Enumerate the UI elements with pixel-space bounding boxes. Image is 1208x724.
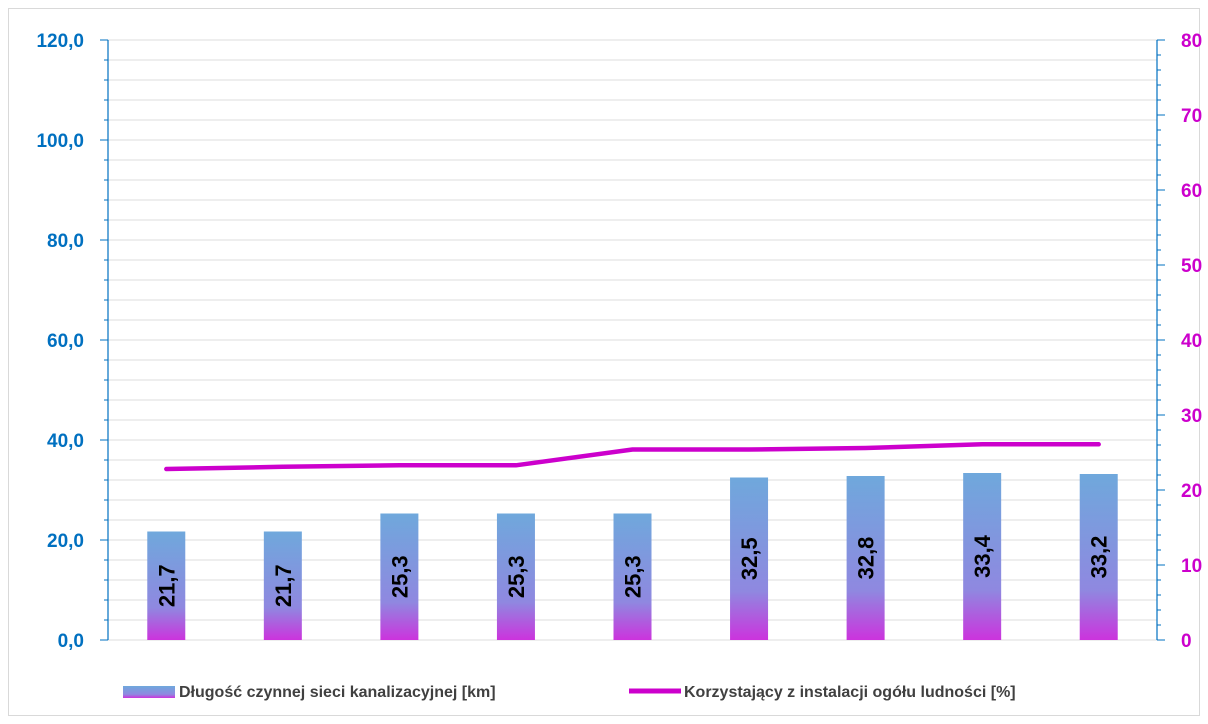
left-tick-label: 60,0 <box>47 331 84 352</box>
bar <box>1079 474 1118 640</box>
legend: Długość czynnej sieci kanalizacyjnej [km… <box>123 684 1016 701</box>
legend-swatch-bars <box>123 686 175 698</box>
line-series <box>164 442 1101 472</box>
left-tick-label: 40,0 <box>47 431 84 452</box>
bar <box>963 473 1002 640</box>
bar <box>613 513 652 640</box>
bar <box>147 531 186 640</box>
bar-data-label: 33,2 <box>1087 536 1112 579</box>
bar-data-label: 33,4 <box>970 534 995 578</box>
legend-label-line: Korzystający z instalacji ogółu ludności… <box>684 684 1016 701</box>
left-tick-label: 100,0 <box>36 131 84 152</box>
legend-label-bars: Długość czynnej sieci kanalizacyjnej [km… <box>179 684 496 701</box>
bar-data-label: 25,3 <box>387 555 412 598</box>
right-tick-label: 20 <box>1181 481 1202 502</box>
bar-data-label: 25,3 <box>504 555 529 598</box>
bar <box>730 477 769 640</box>
bar-data-label: 21,7 <box>271 564 296 607</box>
right-tick-label: 50 <box>1181 256 1202 277</box>
right-tick-label: 40 <box>1181 331 1202 352</box>
right-tick-label: 70 <box>1181 106 1202 127</box>
data-labels: 21,7 21,7 25,3 25,3 25,3 32,5 32,8 33,4 33,2 <box>154 534 1111 607</box>
bar <box>263 531 302 640</box>
left-tick-label: 20,0 <box>47 531 84 552</box>
line-path <box>164 442 1101 472</box>
left-tick-label: 0,0 <box>58 631 84 652</box>
right-tick-label: 0 <box>1181 631 1192 652</box>
left-tick-label: 80,0 <box>47 231 84 252</box>
left-tick-label: 120,0 <box>36 31 84 52</box>
chart-frame <box>8 8 1200 716</box>
bar-data-label: 32,8 <box>854 537 879 580</box>
right-tick-label: 80 <box>1181 31 1202 52</box>
right-tick-label: 30 <box>1181 406 1202 427</box>
bar-data-label: 21,7 <box>154 564 179 607</box>
right-tick-label: 10 <box>1181 556 1202 577</box>
bar <box>846 476 885 640</box>
right-tick-label: 60 <box>1181 181 1202 202</box>
bar <box>496 513 535 640</box>
axes: 0,0 20,0 40,0 60,0 80,0 100,0 120,0 0 10 20 30 40 50… <box>36 31 1202 652</box>
bar-data-label: 25,3 <box>621 555 646 598</box>
bar-data-label: 32,5 <box>737 537 762 580</box>
bar-series <box>147 473 1118 640</box>
bar <box>380 513 419 640</box>
